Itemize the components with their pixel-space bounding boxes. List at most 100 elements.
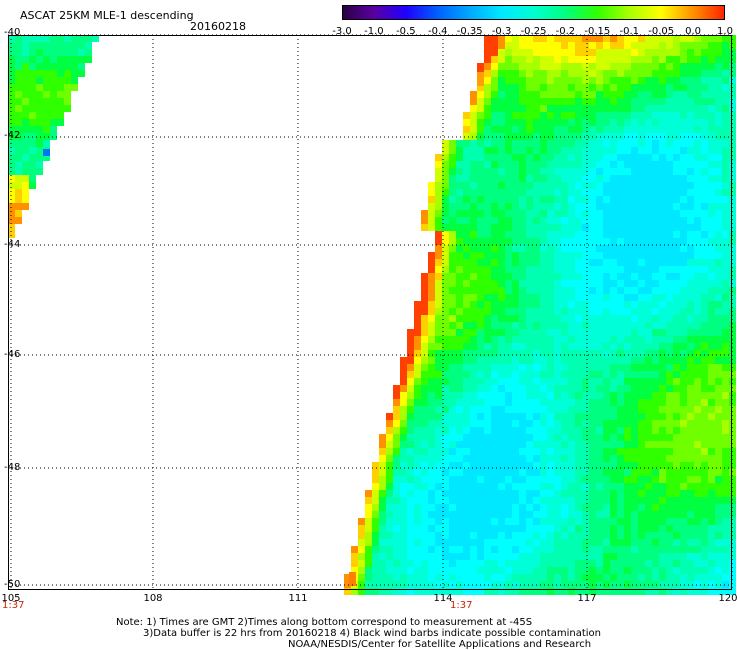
wind-cell [617,63,624,70]
wind-cell [715,49,722,56]
wind-cell [29,175,36,182]
wind-cell [610,266,617,273]
wind-cell [533,343,540,350]
wind-cell [687,427,694,434]
wind-cell [722,315,729,322]
wind-cell [540,133,547,140]
wind-cell [659,259,666,266]
wind-cell [540,420,547,427]
wind-cell [540,413,547,420]
wind-cell [379,434,386,441]
wind-cell [666,238,673,245]
wind-cell [407,420,414,427]
wind-cell [442,462,449,469]
wind-cell [722,63,729,70]
wind-cell [638,56,645,63]
wind-cell [498,280,505,287]
wind-cell [694,245,701,252]
wind-cell [715,259,722,266]
wind-cell [498,476,505,483]
wind-cell [575,483,582,490]
wind-cell [442,371,449,378]
wind-cell [701,168,708,175]
wind-cell [449,266,456,273]
wind-cell [666,196,673,203]
wind-cell [596,224,603,231]
wind-cell [631,504,638,511]
wind-cell [568,434,575,441]
wind-cell [386,532,393,539]
wind-cell [568,231,575,238]
wind-cell [624,224,631,231]
wind-cell [610,406,617,413]
wind-cell [484,469,491,476]
wind-cell [43,84,50,91]
wind-cell [477,483,484,490]
wind-cell [435,378,442,385]
wind-cell [554,574,561,581]
wind-cell [512,546,519,553]
wind-cell [575,175,582,182]
wind-cell [64,70,71,77]
wind-cell [29,168,36,175]
wind-cell [589,336,596,343]
wind-cell [589,168,596,175]
wind-cell [659,434,666,441]
wind-cell [575,273,582,280]
wind-cell [498,560,505,567]
wind-cell [456,399,463,406]
wind-cell [617,154,624,161]
wind-cell [589,175,596,182]
wind-cell [708,588,715,595]
wind-cell [484,420,491,427]
wind-cell [729,567,736,574]
wind-cell [708,56,715,63]
wind-cell [561,301,568,308]
wind-cell [470,441,477,448]
wind-cell [547,497,554,504]
wind-cell [568,413,575,420]
wind-cell [449,252,456,259]
wind-cell [372,497,379,504]
wind-cell [645,525,652,532]
wind-cell [617,399,624,406]
wind-cell [491,546,498,553]
wind-cell [659,203,666,210]
wind-cell [442,224,449,231]
wind-cell [386,420,393,427]
wind-cell [645,252,652,259]
wind-cell [561,322,568,329]
wind-cell [365,504,372,511]
wind-cell [722,119,729,126]
wind-cell [505,378,512,385]
wind-cell [554,70,561,77]
wind-cell [652,567,659,574]
wind-cell [456,315,463,322]
wind-cell [512,42,519,49]
wind-cell [729,371,736,378]
wind-cell [547,63,554,70]
wind-cell [610,567,617,574]
wind-cell [547,441,554,448]
wind-cell [561,154,568,161]
wind-cell [491,553,498,560]
wind-cell [687,189,694,196]
wind-cell [428,364,435,371]
wind-cell [512,553,519,560]
wind-cell [505,42,512,49]
wind-cell [477,245,484,252]
wind-cell [512,84,519,91]
wind-cell [722,308,729,315]
wind-cell [484,203,491,210]
wind-cell [645,42,652,49]
wind-cell [568,343,575,350]
wind-cell [708,497,715,504]
wind-cell [617,112,624,119]
wind-cell [708,434,715,441]
wind-cell [407,539,414,546]
wind-cell [491,119,498,126]
wind-cell [729,266,736,273]
wind-cell [421,378,428,385]
wind-cell [484,462,491,469]
wind-cell [442,168,449,175]
